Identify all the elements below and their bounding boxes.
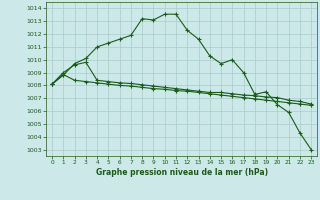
X-axis label: Graphe pression niveau de la mer (hPa): Graphe pression niveau de la mer (hPa) <box>96 168 268 177</box>
